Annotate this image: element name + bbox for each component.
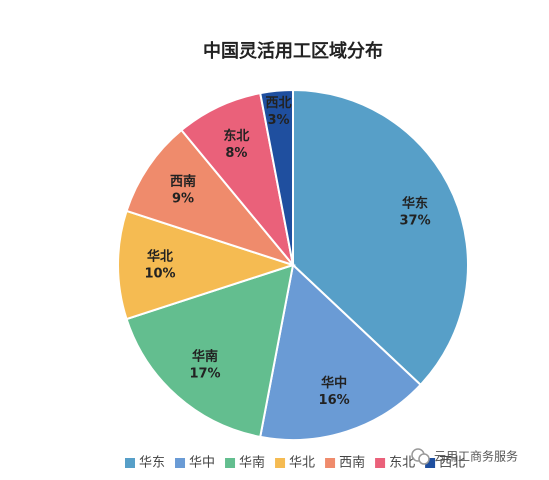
- slice-category: 华东: [402, 196, 428, 212]
- slice-category: 西北: [265, 96, 291, 111]
- slice-value-label: 3%: [267, 113, 289, 128]
- legend-swatch: [325, 458, 336, 468]
- pie-slice: [292, 88, 470, 387]
- slice-value-label: 37%: [399, 214, 430, 229]
- slice-value-label: 8%: [225, 146, 247, 161]
- slice-category: 华中: [321, 375, 347, 391]
- legend-label: 华东: [139, 456, 165, 471]
- watermark-icon: [411, 448, 430, 465]
- slice-value-label: 9%: [172, 192, 194, 207]
- legend-swatch: [375, 458, 386, 468]
- pie-slice: [259, 263, 422, 441]
- legend-swatch: [425, 458, 436, 468]
- pie-slice: [117, 209, 297, 321]
- legend-label: 西南: [339, 455, 365, 471]
- slice-value-label: 17%: [189, 366, 220, 381]
- pie-slice: [259, 88, 294, 266]
- slice-category: 西南: [170, 174, 196, 190]
- chart-title: 中国灵活用工区域分布: [203, 40, 383, 62]
- legend-swatch: [125, 458, 135, 468]
- legend-swatch: [225, 458, 236, 468]
- legend-label: 西北: [439, 456, 465, 471]
- legend-label: 东北: [389, 456, 415, 471]
- watermark: 云用工商务服务: [434, 449, 518, 464]
- legend-label: 华北: [289, 456, 315, 471]
- legend-label: 华中: [189, 456, 215, 471]
- legend-label: 华南: [239, 455, 265, 471]
- slice-category: 华南: [192, 348, 218, 364]
- legend-swatch: [275, 458, 286, 468]
- slice-value-label: 16%: [319, 393, 350, 408]
- pie-slice: [125, 263, 295, 439]
- slice-value-label: 10%: [144, 267, 175, 282]
- slice-category: 华北: [147, 249, 173, 265]
- pie-slice: [125, 128, 296, 268]
- slice-category: 东北: [223, 128, 249, 144]
- legend-swatch: [175, 458, 186, 468]
